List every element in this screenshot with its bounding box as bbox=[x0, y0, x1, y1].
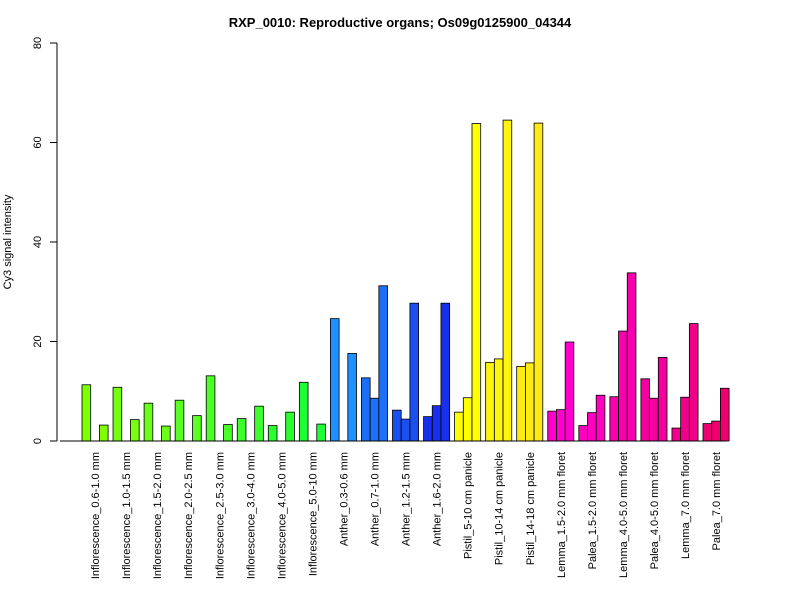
x-tick-label: Lemma_1.5-2.0 mm floret bbox=[556, 452, 568, 578]
bar bbox=[618, 330, 628, 442]
bar bbox=[205, 375, 216, 442]
bar bbox=[285, 411, 295, 442]
bar bbox=[378, 285, 388, 442]
x-tick-label: Inflorescence_4.0-5.0 mm bbox=[276, 452, 288, 579]
x-tick-label: Pistil_5-10 cm panicle bbox=[463, 452, 475, 559]
bar bbox=[369, 397, 380, 442]
bar bbox=[130, 419, 140, 442]
bar bbox=[361, 377, 371, 442]
bar bbox=[502, 119, 513, 442]
bar bbox=[564, 341, 575, 442]
bar bbox=[578, 425, 588, 442]
bar bbox=[485, 361, 495, 442]
bar bbox=[454, 411, 464, 442]
bar bbox=[223, 424, 233, 442]
bar bbox=[143, 402, 154, 442]
bar bbox=[409, 302, 419, 442]
bar bbox=[440, 302, 451, 442]
bar bbox=[298, 381, 309, 442]
bar bbox=[547, 410, 557, 442]
bar bbox=[649, 397, 659, 442]
x-tick-label: Palea_1.5-2.0 mm floret bbox=[587, 452, 599, 569]
x-tick-label: Pistil_14-18 cm panicle bbox=[525, 452, 537, 565]
bar bbox=[626, 272, 637, 442]
y-axis-label: Cy3 signal intensity bbox=[2, 194, 14, 289]
bar bbox=[609, 396, 619, 442]
x-tick-label: Inflorescence_5.0-10 mm bbox=[307, 452, 319, 576]
y-tick-label: 60 bbox=[32, 136, 44, 148]
x-tick-label: Inflorescence_2.5-3.0 mm bbox=[214, 452, 226, 579]
x-tick-label: Inflorescence_1.0-1.5 mm bbox=[121, 452, 133, 579]
y-axis: 0 20 40 60 80 bbox=[32, 37, 58, 444]
x-tick-label: Palea_4.0-5.0 mm floret bbox=[649, 452, 661, 569]
x-tick-label: Inflorescence_0.6-1.0 mm bbox=[90, 452, 102, 579]
bar bbox=[471, 123, 482, 442]
x-tick-label: Inflorescence_2.0-2.5 mm bbox=[183, 452, 195, 579]
bar bbox=[533, 122, 544, 442]
x-tick-label: Inflorescence_1.5-2.0 mm bbox=[152, 452, 164, 579]
bar bbox=[595, 394, 606, 442]
chart-title: RXP_0010: Reproductive organs; Os09g0125… bbox=[229, 15, 572, 30]
x-tick-label: Inflorescence_3.0-4.0 mm bbox=[245, 452, 257, 579]
bar bbox=[587, 412, 597, 442]
bar bbox=[493, 358, 504, 442]
y-tick-label: 40 bbox=[32, 236, 44, 248]
bar bbox=[556, 409, 566, 442]
bar bbox=[192, 415, 202, 442]
bar bbox=[329, 318, 340, 442]
bar bbox=[236, 418, 247, 442]
bars-layer bbox=[81, 119, 730, 442]
bar bbox=[640, 378, 651, 442]
x-tick-labels: Inflorescence_0.6-1.0 mm Inflorescence_1.… bbox=[90, 452, 723, 579]
bar bbox=[671, 427, 682, 442]
bar bbox=[431, 405, 442, 442]
x-tick-label: Anther_0.3-0.6 mm bbox=[338, 452, 350, 546]
bar bbox=[680, 396, 690, 442]
bar bbox=[423, 416, 433, 442]
bar bbox=[161, 425, 171, 442]
bar bbox=[702, 423, 713, 442]
x-tick-label: Palea_7.0 mm floret bbox=[711, 452, 723, 550]
bar bbox=[267, 425, 278, 442]
bar bbox=[81, 384, 92, 442]
y-tick-label: 0 bbox=[32, 438, 44, 444]
x-tick-label: Anther_0.7-1.0 mm bbox=[370, 452, 382, 546]
bar bbox=[392, 409, 402, 442]
bar bbox=[400, 418, 411, 442]
x-tick-label: Lemma_7.0 mm floret bbox=[680, 452, 692, 559]
bar bbox=[462, 397, 473, 442]
bar bbox=[254, 405, 264, 442]
bar bbox=[657, 357, 668, 442]
y-tick-label: 20 bbox=[32, 335, 44, 347]
bar bbox=[99, 424, 109, 442]
bar bbox=[112, 386, 123, 442]
y-tick-label: 80 bbox=[32, 37, 44, 49]
bar bbox=[688, 323, 699, 442]
bar bbox=[347, 353, 357, 442]
bar bbox=[174, 399, 185, 442]
bar bbox=[316, 423, 326, 442]
bar bbox=[516, 365, 526, 442]
x-tick-label: Pistil_10-14 cm panicle bbox=[494, 452, 506, 565]
x-tick-label: Lemma_4.0-5.0 mm floret bbox=[618, 452, 630, 578]
bar bbox=[711, 420, 721, 442]
bar bbox=[720, 387, 730, 442]
x-tick-label: Anther_1.2-1.5 mm bbox=[401, 452, 413, 546]
x-tick-label: Anther_1.6-2.0 mm bbox=[432, 452, 444, 546]
bar bbox=[525, 362, 535, 442]
